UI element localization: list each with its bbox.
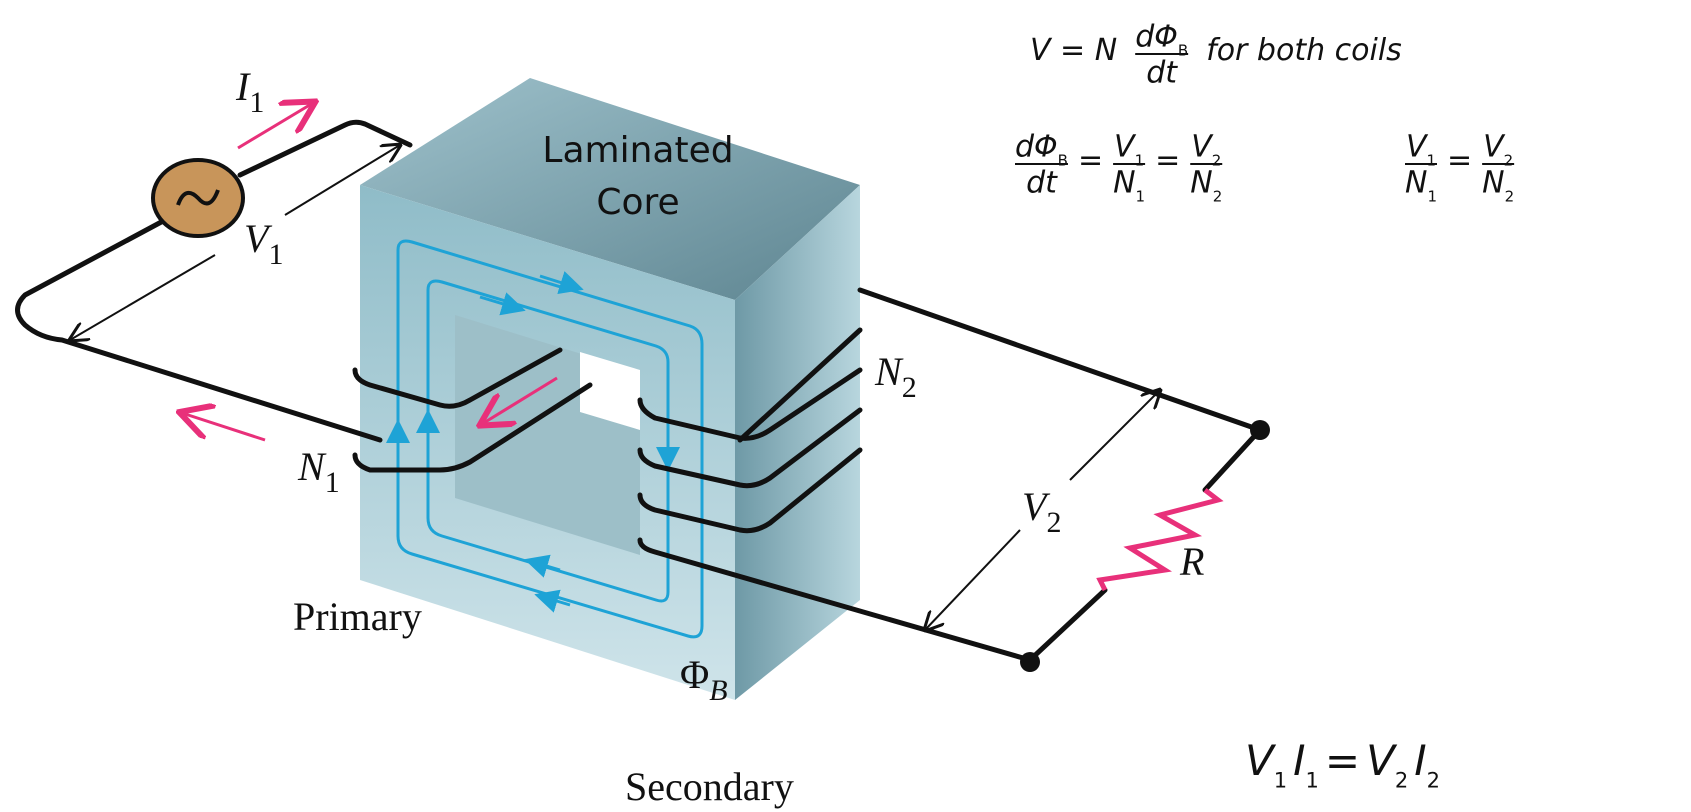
equation-text: V2 bbox=[1191, 130, 1221, 170]
turns-label: N1 bbox=[297, 444, 340, 499]
equation-text: V1 bbox=[1406, 130, 1436, 170]
turns-label: N2 bbox=[874, 349, 917, 404]
equation-symbol: I bbox=[1414, 736, 1426, 785]
equation-subscript: 2 bbox=[1395, 769, 1408, 793]
equation-subscript: 1 bbox=[1426, 152, 1436, 170]
equation-symbol: V = N bbox=[1030, 33, 1117, 68]
equation-symbol: = bbox=[1078, 143, 1103, 178]
equation-symbol: dΦ bbox=[1135, 20, 1178, 55]
equation-text: V = N bbox=[1030, 33, 1117, 68]
equation-text: V1 bbox=[1114, 130, 1144, 170]
equation-symbol: N bbox=[1190, 166, 1212, 201]
equation-text: = bbox=[1325, 736, 1360, 785]
equation-subscript: 1 bbox=[1136, 188, 1146, 206]
equation-subscript: 2 bbox=[1504, 152, 1514, 170]
equation-text: N1 bbox=[1405, 166, 1437, 206]
equation-symbol: dt bbox=[1146, 56, 1178, 91]
equation-text: N2 bbox=[1190, 166, 1222, 206]
transformer-diagram: Laminated Core I1 V1 N1 N2 V2 R ΦB Prima… bbox=[0, 0, 1691, 812]
resistor-label: R bbox=[1179, 539, 1204, 584]
equation-symbol: dΦ bbox=[1015, 130, 1058, 165]
equation-text: V1 bbox=[1245, 736, 1287, 793]
equation-symbol: = bbox=[1447, 143, 1472, 178]
equation-subscript: B bbox=[1178, 42, 1188, 60]
equation-symbol: dt bbox=[1026, 166, 1058, 201]
equation-subscript: B bbox=[1058, 152, 1068, 170]
equation-symbol: = bbox=[1155, 143, 1180, 178]
equation-text: I1 bbox=[1293, 736, 1319, 793]
equation-text: for both coils bbox=[1206, 33, 1402, 68]
equation-subscript: 1 bbox=[1274, 769, 1287, 793]
equation-subscript: 2 bbox=[1213, 188, 1223, 206]
equation-symbol: N bbox=[1113, 166, 1135, 201]
equation-subscript: 2 bbox=[1505, 188, 1515, 206]
equation-symbol: N bbox=[1405, 166, 1427, 201]
equation-text: dΦB bbox=[1135, 20, 1188, 60]
equation-text: dt bbox=[1146, 56, 1178, 91]
equation-text: = bbox=[1155, 143, 1180, 178]
equation-subscript: 1 bbox=[1306, 769, 1319, 793]
equation-subscript: 1 bbox=[1427, 188, 1437, 206]
voltage-label: V1 bbox=[244, 216, 283, 271]
equation-subscript: 2 bbox=[1427, 769, 1440, 793]
equation-symbol: I bbox=[1293, 736, 1305, 785]
equation-symbol: N bbox=[1482, 166, 1504, 201]
equation-text: dΦB bbox=[1015, 130, 1068, 170]
equation-symbol: V bbox=[1245, 736, 1277, 785]
equation-symbol: = bbox=[1325, 736, 1360, 785]
equation-text: I2 bbox=[1414, 736, 1440, 793]
core-label: Core bbox=[596, 182, 679, 223]
equation-text: N1 bbox=[1113, 166, 1145, 206]
equation-symbol: for both coils bbox=[1206, 33, 1402, 68]
equation-text: dt bbox=[1026, 166, 1058, 201]
equation-symbol: V bbox=[1366, 736, 1398, 785]
equation-text: V2 bbox=[1483, 130, 1513, 170]
secondary-label: Secondary bbox=[625, 764, 794, 809]
equation-text: = bbox=[1078, 143, 1103, 178]
equation-subscript: 1 bbox=[1135, 152, 1145, 170]
primary-label: Primary bbox=[293, 594, 422, 639]
equation-subscript: 2 bbox=[1212, 152, 1222, 170]
equation-text: V2 bbox=[1366, 736, 1408, 793]
equation-text: N2 bbox=[1482, 166, 1514, 206]
core-label: Laminated bbox=[542, 130, 733, 171]
equation-text: = bbox=[1447, 143, 1472, 178]
core bbox=[360, 78, 860, 700]
voltage-label: V2 bbox=[1022, 484, 1061, 539]
current-label: I1 bbox=[235, 64, 264, 119]
